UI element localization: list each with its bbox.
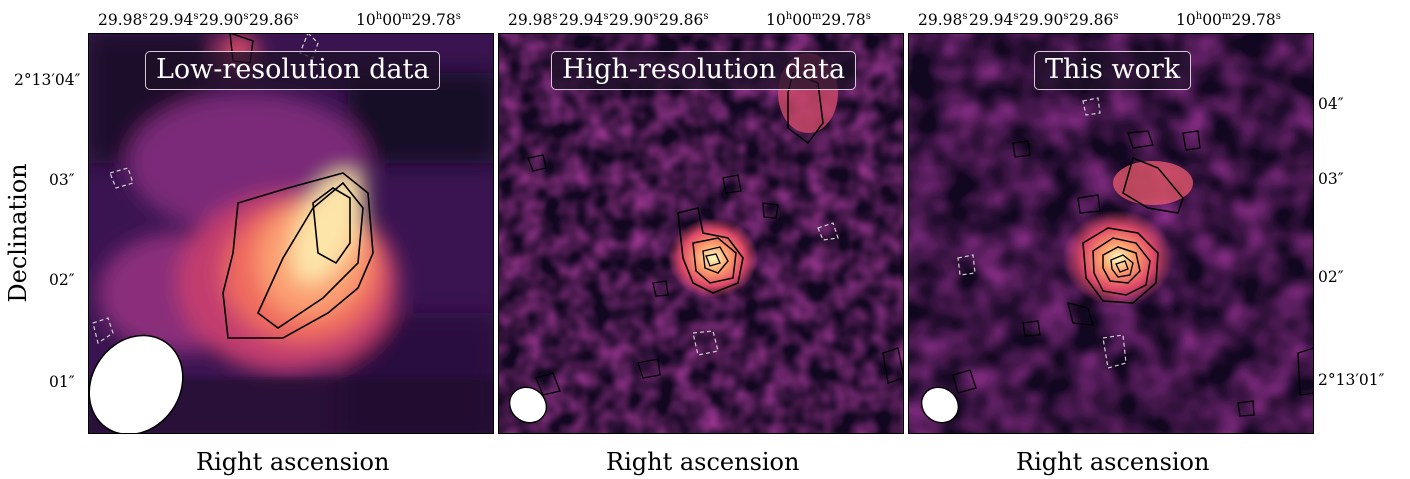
x-tick: 29.90s	[1019, 11, 1069, 29]
x-tick: 10h00m29.78s	[356, 11, 461, 29]
y-tick-left: 03″	[49, 171, 75, 189]
this-work-image	[908, 33, 1314, 434]
x-tick: 10h00m29.78s	[1176, 11, 1281, 29]
x-tick: 29.90s	[199, 11, 249, 29]
y-tick-left: 01″	[49, 373, 75, 391]
high-res-image	[498, 33, 904, 434]
y-tick-left: 02″	[49, 271, 75, 289]
x-tick: 29.98s	[508, 11, 558, 29]
panel-title-1: Low-resolution data	[145, 51, 441, 90]
beam-ellipse	[88, 334, 184, 434]
panel-title-3: This work	[1034, 51, 1192, 90]
x-axis-label-3: Right ascension	[1016, 448, 1210, 476]
y-tick-right: 02″	[1318, 268, 1344, 286]
x-tick: 29.94s	[149, 11, 199, 29]
x-tick: 10h00m29.78s	[766, 11, 871, 29]
y-tick-right: 04″	[1318, 95, 1344, 113]
x-axis-label-1: Right ascension	[196, 448, 390, 476]
y-tick-left: 2°13′04″	[14, 71, 81, 89]
panel-this-work	[908, 33, 1314, 434]
x-tick: 29.94s	[559, 11, 609, 29]
x-tick: 29.86s	[659, 11, 709, 29]
x-tick: 29.98s	[918, 11, 968, 29]
panel-high-resolution	[498, 33, 904, 434]
y-axis-label: Declination	[4, 163, 32, 303]
beam-ellipse	[920, 386, 960, 424]
x-tick: 29.86s	[1069, 11, 1119, 29]
x-axis-label-2: Right ascension	[606, 448, 800, 476]
x-tick: 29.98s	[98, 11, 148, 29]
beam-ellipse	[508, 386, 548, 424]
panel-low-resolution	[88, 33, 494, 434]
x-tick: 29.86s	[249, 11, 299, 29]
low-res-image	[88, 33, 494, 434]
y-tick-right: 2°13′01″	[1318, 371, 1385, 389]
y-tick-right: 03″	[1318, 170, 1344, 188]
panel-title-2: High-resolution data	[551, 51, 857, 90]
x-tick: 29.94s	[969, 11, 1019, 29]
x-tick: 29.90s	[609, 11, 659, 29]
